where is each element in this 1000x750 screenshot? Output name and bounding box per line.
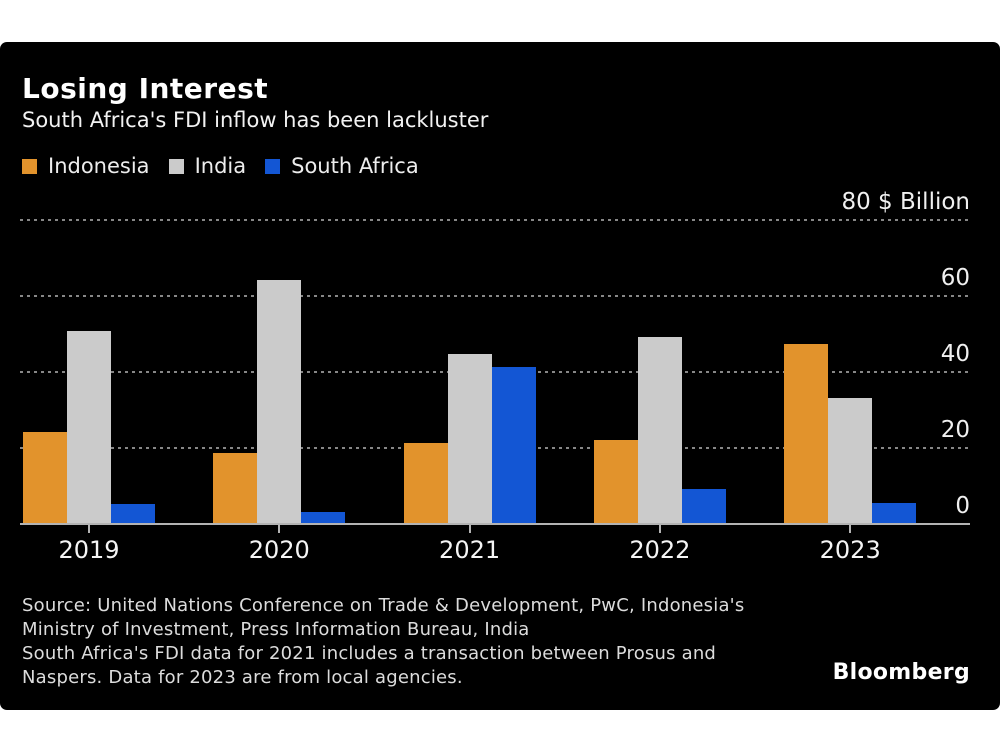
x-tick-2019 [88, 525, 90, 533]
legend: Indonesia India South Africa [22, 154, 419, 178]
y-axis-label-0: 0 [955, 493, 970, 519]
gridline-60 [20, 295, 970, 297]
x-tick-2022 [658, 525, 661, 533]
bar-south-africa-2021 [491, 367, 536, 523]
bar-india-2020 [257, 280, 302, 523]
legend-swatch-icon [168, 158, 184, 174]
bar-south-africa-2022 [681, 489, 726, 523]
x-tick-2023 [849, 525, 852, 533]
bar-indonesia-2020 [213, 453, 258, 523]
legend-swatch-icon [265, 158, 281, 174]
legend-item-south-africa: South Africa [265, 154, 419, 178]
x-axis-label-2019: 2019 [58, 536, 120, 564]
note-line-1: South Africa's FDI data for 2021 include… [22, 643, 717, 664]
legend-swatch-icon [22, 158, 37, 174]
bar-india-2023 [828, 398, 873, 523]
bar-indonesia-2021 [403, 443, 448, 523]
y-axis-label-20: 20 [940, 417, 970, 443]
bar-indonesia-2019 [23, 432, 67, 523]
legend-label: India [194, 154, 247, 178]
x-axis-line [20, 523, 970, 525]
bar-india-2021 [447, 354, 492, 523]
gridline-80 [20, 219, 970, 221]
bar-india-2022 [637, 337, 682, 523]
x-tick-2020 [278, 525, 281, 533]
x-axis-label-2022: 2022 [629, 536, 691, 564]
bar-south-africa-2019 [111, 504, 155, 523]
x-axis-label-2021: 2021 [439, 536, 501, 564]
chart-subtitle: South Africa's FDI inflow has been lackl… [22, 108, 489, 132]
y-axis-label-60: 60 [940, 265, 970, 291]
footer: Source: United Nations Conference on Tra… [22, 594, 744, 690]
x-axis-label-2020: 2020 [248, 536, 310, 564]
legend-item-india: India [168, 154, 247, 178]
chart-card: Losing Interest South Africa's FDI inflo… [0, 42, 1000, 710]
chart-title: Losing Interest [22, 72, 269, 105]
y-axis-label-40: 40 [940, 341, 970, 367]
bar-indonesia-2022 [593, 440, 638, 523]
bar-south-africa-2020 [301, 512, 346, 523]
note-line-2: Naspers. Data for 2023 are from local ag… [22, 667, 463, 688]
x-tick-2021 [468, 525, 471, 533]
plot-area: 80 $ Billion 60 40 20 0 2019 2020 2021 2022 2023 [0, 42, 1000, 710]
legend-label: Indonesia [48, 154, 150, 178]
y-axis-label-80: 80 $ Billion [841, 189, 970, 215]
x-axis-label-2023: 2023 [819, 536, 881, 564]
bar-india-2019 [67, 331, 111, 523]
source-line-2: Ministry of Investment, Press Informatio… [22, 619, 530, 640]
legend-item-indonesia: Indonesia [22, 154, 150, 178]
bar-indonesia-2023 [784, 344, 829, 523]
legend-label: South Africa [291, 154, 419, 178]
source-line-1: Source: United Nations Conference on Tra… [22, 595, 745, 616]
bar-south-africa-2023 [872, 503, 917, 523]
bloomberg-logo: Bloomberg [832, 660, 970, 685]
